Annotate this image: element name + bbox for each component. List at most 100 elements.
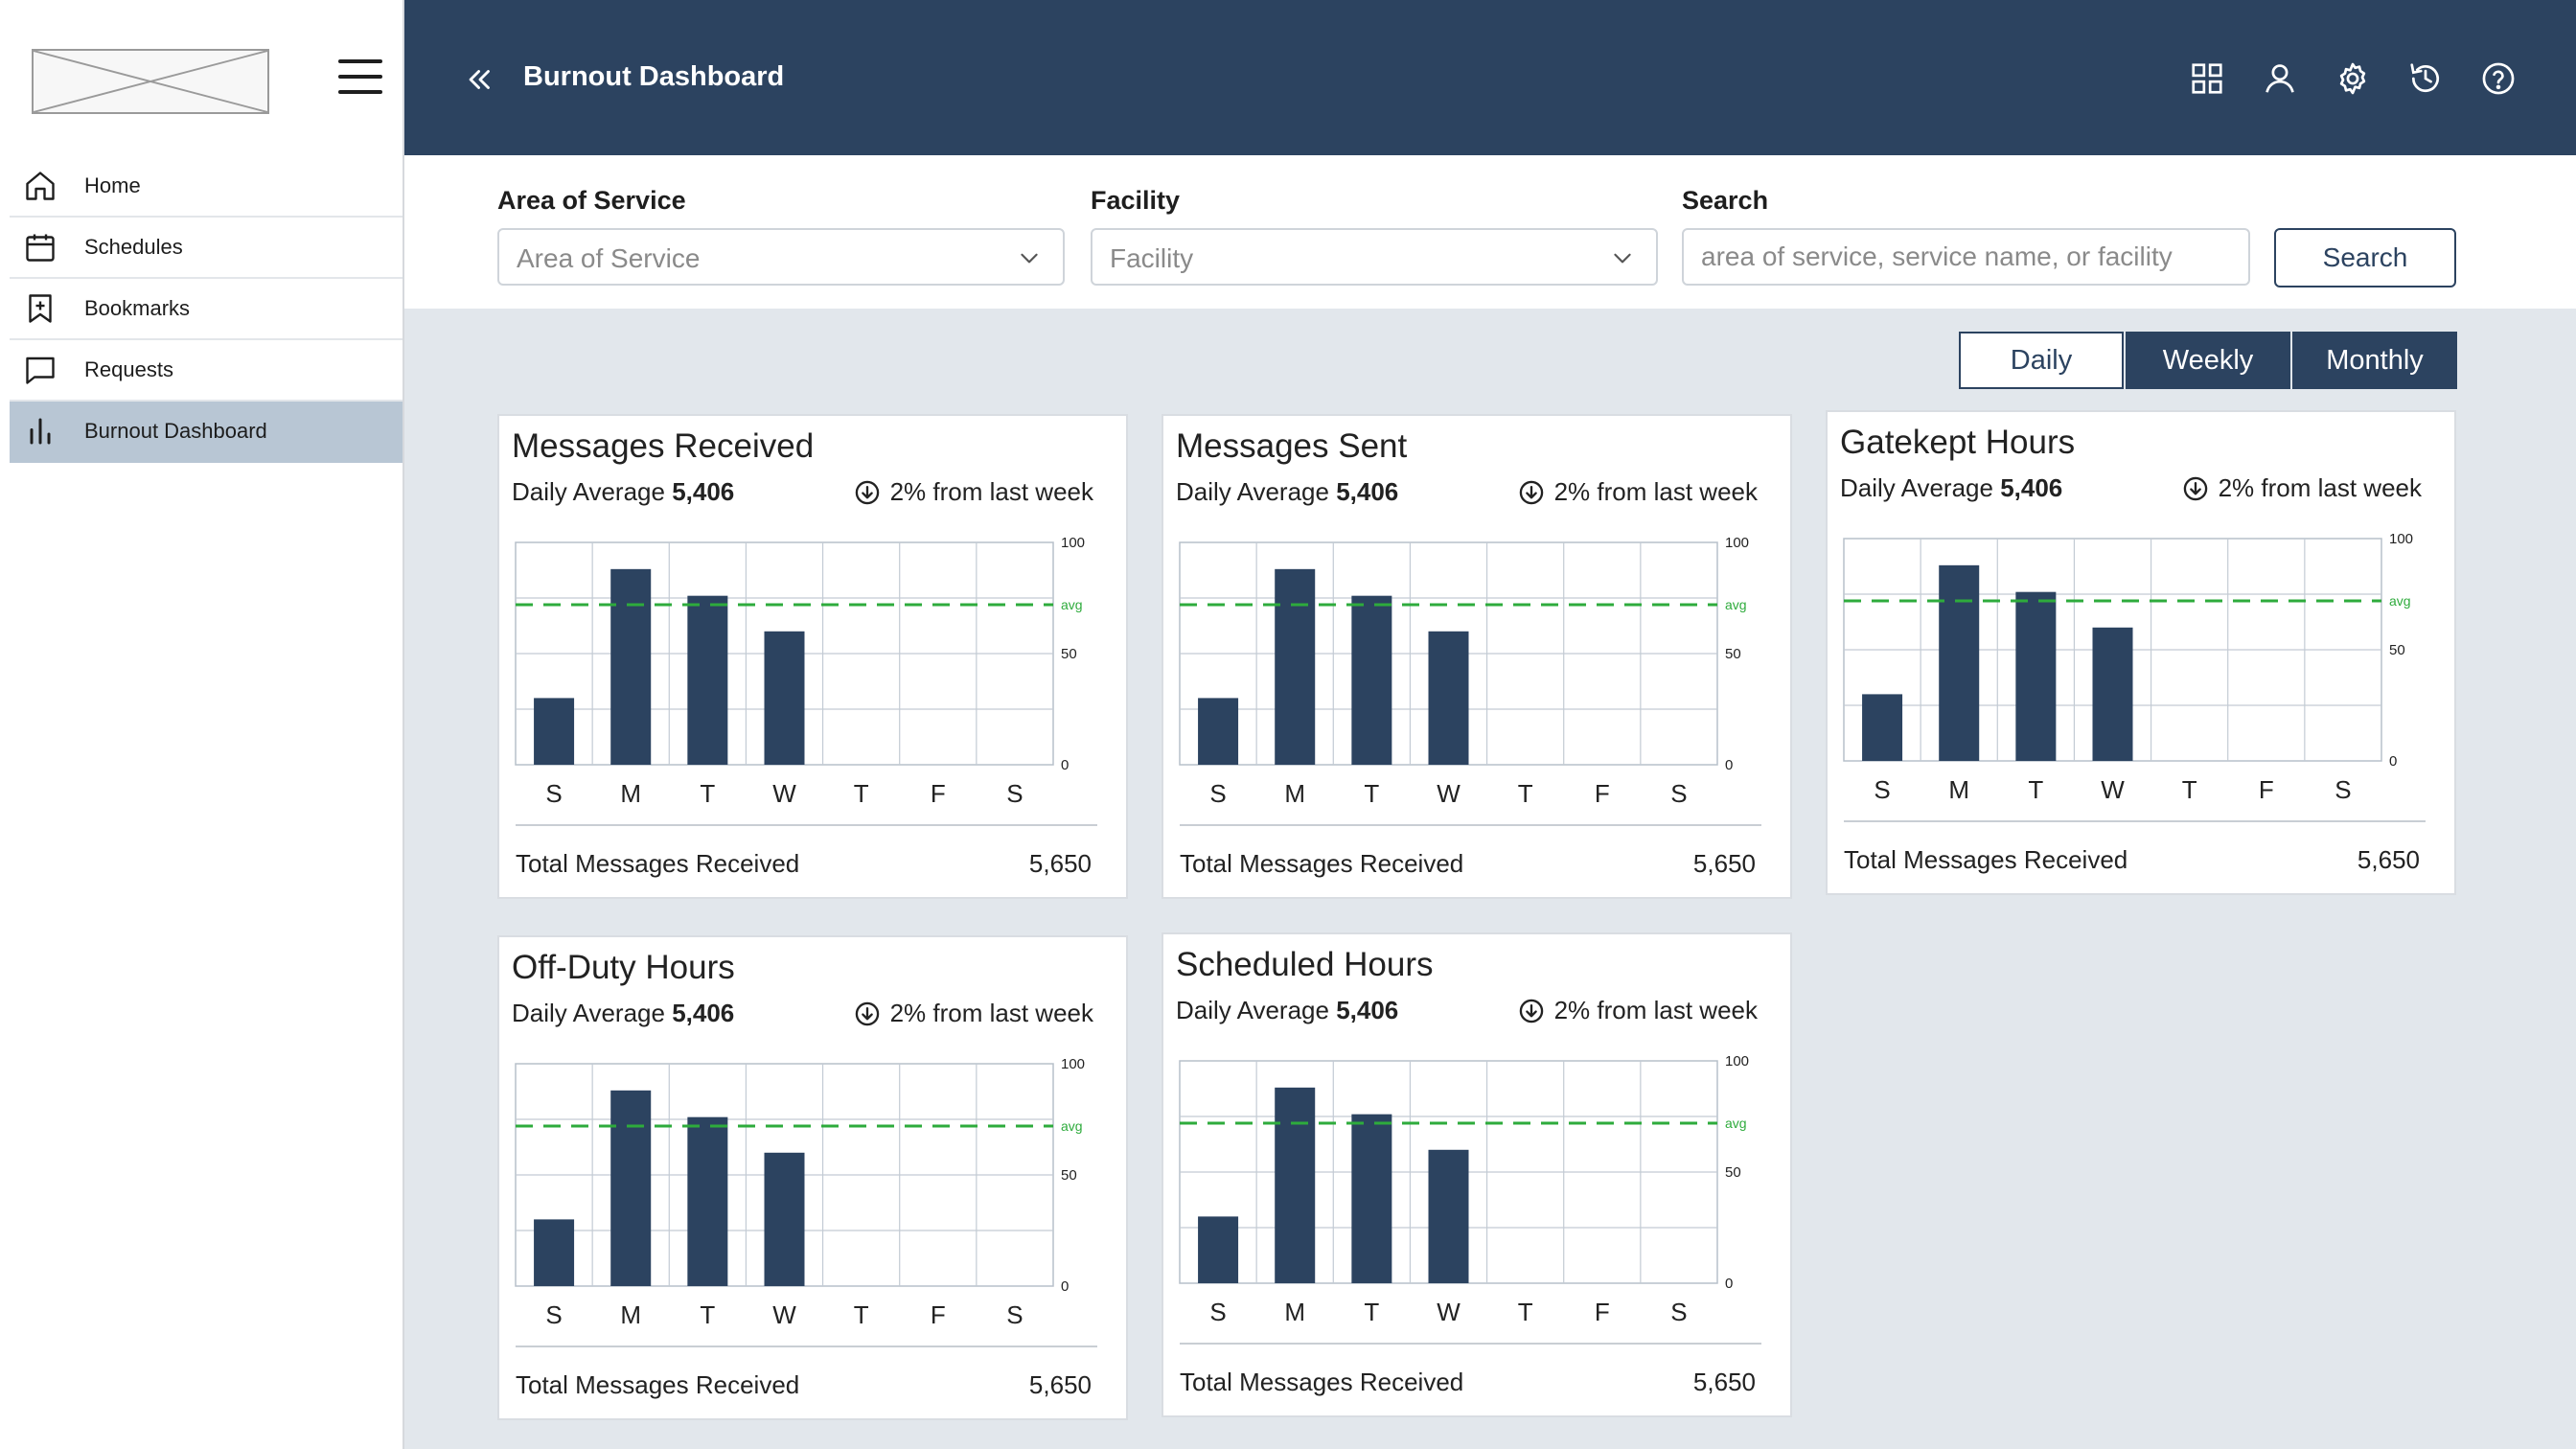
- y-tick-label: 100: [1725, 1053, 1749, 1070]
- bar-chart: avg 0 50 100 S M T W T F S: [515, 535, 1085, 808]
- card-trend-text: 2% from last week: [1553, 477, 1758, 506]
- metric-card-off-duty-hours: Off-Duty Hours Daily Average 5,406 2% fr…: [497, 935, 1128, 1420]
- logo-placeholder: [32, 49, 269, 114]
- card-avg-value: 5,406: [1336, 477, 1399, 506]
- user-icon[interactable]: [2262, 60, 2298, 97]
- card-total-value: 5,650: [2357, 845, 2420, 874]
- bar: [1862, 694, 1903, 761]
- metric-card-messages-sent: Messages Sent Daily Average 5,406 2% fro…: [1162, 414, 1792, 899]
- facility-label: Facility: [1091, 186, 1181, 215]
- card-title: Messages Received: [512, 427, 815, 465]
- area-of-service-select[interactable]: Area of Service: [497, 228, 1065, 286]
- card-trend: 2% from last week: [854, 999, 1093, 1028]
- card-avg-value: 5,406: [672, 999, 735, 1027]
- filter-bar: Area of Service Area of Service Facility…: [404, 155, 2576, 309]
- bar: [1275, 1087, 1316, 1283]
- period-monthly-button[interactable]: Monthly: [2292, 332, 2457, 389]
- card-title: Messages Sent: [1176, 427, 1408, 465]
- card-avg-label: Daily Average: [512, 477, 665, 506]
- bar: [610, 568, 652, 765]
- card-daily-average: Daily Average 5,406: [1176, 477, 1398, 507]
- help-icon[interactable]: [2480, 60, 2517, 97]
- search-input[interactable]: [1682, 228, 2250, 286]
- hamburger-menu-icon[interactable]: [338, 59, 382, 98]
- period-toggle: Daily Weekly Monthly: [1959, 332, 2457, 389]
- card-divider: [1180, 824, 1761, 826]
- bar: [2092, 627, 2133, 761]
- period-weekly-button[interactable]: Weekly: [2126, 332, 2290, 389]
- card-avg-label: Daily Average: [512, 999, 665, 1027]
- x-tick-label: S: [1874, 775, 1890, 804]
- sidebar-item-schedules[interactable]: Schedules: [10, 218, 402, 279]
- bar: [764, 1152, 805, 1286]
- x-tick-label: W: [1437, 779, 1460, 808]
- x-tick-label: W: [1437, 1298, 1460, 1326]
- x-tick-label: W: [772, 1300, 796, 1329]
- x-tick-label: M: [1284, 779, 1305, 808]
- bar: [1198, 698, 1239, 765]
- double-chevron-left-icon[interactable]: [464, 63, 496, 96]
- card-trend-text: 2% from last week: [2218, 473, 2422, 502]
- card-total-label: Total Messages Received: [1180, 849, 1464, 878]
- card-total-value: 5,650: [1028, 849, 1092, 878]
- card-trend-text: 2% from last week: [1553, 996, 1758, 1024]
- x-tick-label: T: [1518, 779, 1533, 808]
- card-trend: 2% from last week: [1518, 477, 1758, 507]
- period-daily-button[interactable]: Daily: [1959, 332, 2124, 389]
- bar: [764, 631, 805, 765]
- x-tick-label: T: [2028, 775, 2043, 804]
- x-tick-label: T: [700, 1300, 715, 1329]
- sidebar-item-home[interactable]: Home: [10, 156, 402, 218]
- card-avg-label: Daily Average: [1176, 996, 1329, 1024]
- x-tick-label: S: [2334, 775, 2351, 804]
- gear-icon[interactable]: [2334, 60, 2371, 97]
- arrow-down-circle-icon: [854, 1000, 881, 1027]
- card-title: Scheduled Hours: [1176, 946, 1434, 983]
- home-icon: [23, 169, 58, 203]
- bar: [1428, 1149, 1469, 1283]
- grid-icon[interactable]: [2189, 60, 2225, 97]
- history-icon[interactable]: [2407, 60, 2444, 97]
- sidebar-item-label: Requests: [84, 357, 173, 381]
- x-tick-label: S: [545, 1300, 562, 1329]
- bar: [1275, 568, 1316, 765]
- bar-chart-icon: [23, 414, 58, 448]
- x-tick-label: S: [1006, 1300, 1023, 1329]
- card-daily-average: Daily Average 5,406: [1176, 996, 1398, 1025]
- x-tick-label: T: [1364, 1298, 1379, 1326]
- x-tick-label: F: [1595, 1298, 1610, 1326]
- bar: [1428, 631, 1469, 765]
- sidebar-item-label: Bookmarks: [84, 296, 191, 320]
- card-divider: [516, 1346, 1097, 1347]
- card-avg-value: 5,406: [1336, 996, 1399, 1024]
- area-of-service-value: Area of Service: [517, 243, 701, 273]
- card-title: Off-Duty Hours: [512, 949, 735, 986]
- sidebar-item-bookmarks[interactable]: Bookmarks: [10, 279, 402, 340]
- card-title: Gatekept Hours: [1840, 424, 2076, 461]
- metric-card-gatekept-hours: Gatekept Hours Daily Average 5,406 2% fr…: [1826, 410, 2456, 895]
- bar: [534, 1219, 575, 1286]
- bar: [1939, 564, 1980, 761]
- bar: [534, 698, 575, 765]
- bar-chart: avg 0 50 100 S M T W T F S: [1179, 535, 1749, 808]
- search-button[interactable]: Search: [2274, 228, 2456, 288]
- bar: [2015, 591, 2057, 761]
- average-line-label: avg: [1061, 1118, 1083, 1134]
- average-line-label: avg: [1725, 1116, 1747, 1131]
- arrow-down-circle-icon: [854, 479, 881, 506]
- x-tick-label: M: [1284, 1298, 1305, 1326]
- x-tick-label: S: [545, 779, 562, 808]
- y-tick-label: 50: [2389, 642, 2405, 658]
- chevron-down-icon: [1017, 245, 1042, 270]
- sidebar-item-label: Burnout Dashboard: [84, 419, 267, 443]
- y-tick-label: 50: [1061, 1167, 1077, 1184]
- facility-value: Facility: [1110, 243, 1194, 273]
- bookmark-icon: [23, 291, 58, 326]
- card-divider: [1180, 1343, 1761, 1345]
- bar: [687, 595, 728, 765]
- sidebar-item-requests[interactable]: Requests: [10, 340, 402, 402]
- facility-select[interactable]: Facility: [1091, 228, 1658, 286]
- card-total-value: 5,650: [1692, 1368, 1756, 1396]
- sidebar-item-burnout-dashboard[interactable]: Burnout Dashboard: [10, 402, 402, 463]
- bar: [687, 1116, 728, 1286]
